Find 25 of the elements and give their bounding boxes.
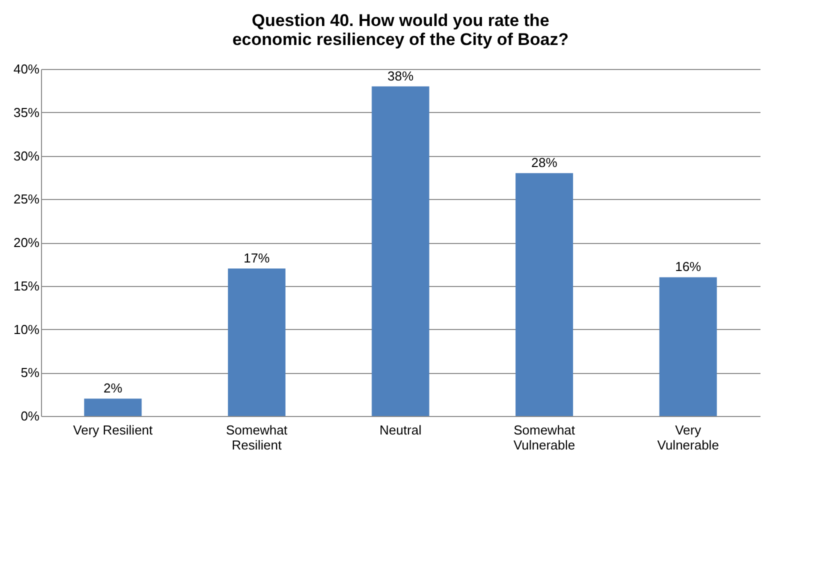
y-tick-label: 40% bbox=[13, 62, 40, 76]
data-label: 28% bbox=[531, 155, 558, 170]
x-tick-label: Somewhat Vulnerable bbox=[513, 422, 576, 452]
x-tick-label: Very Vulnerable bbox=[657, 422, 719, 452]
y-tick-label: 35% bbox=[13, 104, 40, 120]
bar bbox=[372, 86, 430, 416]
data-label: 16% bbox=[675, 259, 702, 274]
x-tick-label: Somewhat Resilient bbox=[226, 422, 288, 452]
chart-title: Question 40. How would you rate the economic resiliencey of the City of Boaz? bbox=[232, 11, 569, 49]
y-tick-label: 20% bbox=[13, 235, 40, 250]
data-label: 38% bbox=[387, 68, 414, 84]
y-tick-label: 10% bbox=[13, 322, 40, 337]
y-tick-label: 5% bbox=[20, 365, 40, 380]
bar bbox=[659, 277, 717, 416]
x-tick-label: Very Resilient bbox=[73, 422, 154, 438]
x-tick-label: Neutral bbox=[380, 422, 422, 438]
bar bbox=[516, 173, 574, 416]
y-tick-label: 15% bbox=[13, 278, 40, 294]
y-tick-label: 25% bbox=[13, 192, 40, 207]
y-tick-label: 30% bbox=[13, 148, 40, 164]
bar bbox=[84, 398, 142, 416]
data-label: 17% bbox=[244, 250, 270, 266]
bar bbox=[228, 268, 286, 416]
y-tick-label: 0% bbox=[20, 408, 40, 424]
data-label: 2% bbox=[104, 380, 123, 396]
